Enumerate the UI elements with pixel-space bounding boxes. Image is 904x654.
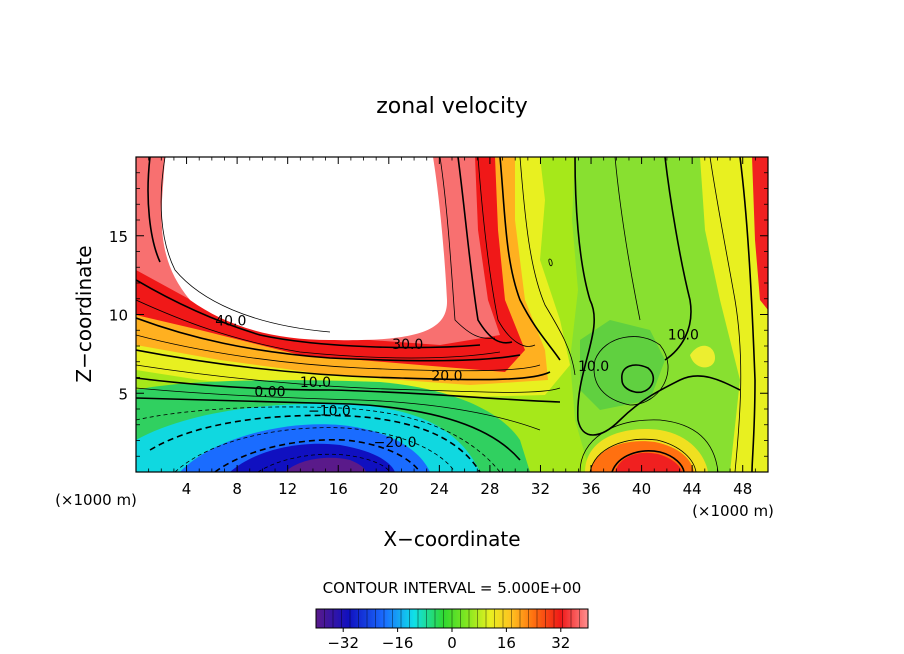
contour-35 <box>136 299 501 359</box>
contour-label-7: 10.0 <box>578 359 609 375</box>
y-axis: 5 10 15 <box>109 172 768 457</box>
contour-interval-text: CONTOUR INTERVAL = 5.000E+00 <box>323 579 582 597</box>
colorbar: −32 −16 0 16 32 <box>315 608 589 652</box>
x-axis: 4 8 12 16 20 24 28 32 36 40 44 48 <box>148 157 756 498</box>
x-tick-label-10: 44 <box>683 480 702 498</box>
field-yellow-pocket <box>690 345 715 368</box>
field-red-blob <box>615 452 682 472</box>
x-tick-label-4: 20 <box>379 480 398 498</box>
colorbar-tick-label-2: 0 <box>447 634 457 652</box>
x-tick-label-2: 12 <box>278 480 297 498</box>
chart-title: zonal velocity <box>376 94 528 119</box>
contour-label-8: 10.0 <box>668 328 699 344</box>
x-tick-label-5: 24 <box>430 480 449 498</box>
contour-small-loop <box>548 258 553 267</box>
contour-field: 40.0 30.0 20.0 10.0 0.00 −10.0 −20.0 10.0 10.0 <box>136 157 768 472</box>
field-green-lobe <box>580 320 665 410</box>
x-tick-label-8: 36 <box>581 480 600 498</box>
contour-10-right-b <box>664 157 692 361</box>
x-tick-label-11: 48 <box>733 480 752 498</box>
contour-jet-right-2 <box>457 157 513 344</box>
contour-label-5: −10.0 <box>308 403 351 419</box>
field-missing-region <box>161 157 448 341</box>
contour-jet-right-1 <box>439 157 496 339</box>
contour-jet-right-5 <box>519 157 576 376</box>
contour-20 <box>136 349 551 381</box>
contour-m20 <box>214 438 421 472</box>
contour-15 <box>136 364 561 393</box>
contour-15-right <box>709 157 742 472</box>
contour-blob-2 <box>611 450 685 472</box>
field-yellow-right <box>700 157 768 472</box>
contour-blob-1 <box>589 438 697 472</box>
y-tick-label-0: 5 <box>118 385 128 403</box>
field-red-right <box>752 157 768 310</box>
contour-jet-right-4 <box>499 157 561 361</box>
x-tick-label-0: 4 <box>182 480 192 498</box>
contour-25 <box>136 334 541 372</box>
contour-10-right-a <box>574 157 741 436</box>
contour-05-right <box>614 157 641 321</box>
contour-label-6: −20.0 <box>374 435 417 451</box>
contour-label-1: 30.0 <box>392 337 423 353</box>
contour-m05 <box>136 406 501 472</box>
x-axis-label: X−coordinate <box>383 527 520 551</box>
y-tick-label-1: 10 <box>109 307 128 325</box>
y-tick-label-2: 15 <box>109 228 128 246</box>
y-axis-label: Z−coordinate <box>72 245 96 382</box>
x-tick-label-3: 16 <box>329 480 348 498</box>
contour-top-edge-2 <box>147 157 161 263</box>
colorbar-tick-label-0: −32 <box>327 634 359 652</box>
contour-lobe-inner <box>621 364 654 394</box>
contour-label-3: 10.0 <box>300 375 331 391</box>
contour-labels: 40.0 30.0 20.0 10.0 0.00 −10.0 −20.0 10.0 10.0 <box>215 314 699 451</box>
colorbar-tick-label-3: 16 <box>497 634 516 652</box>
colorbar-ticks: −32 −16 0 16 32 <box>324 609 580 652</box>
x-tick-label-9: 40 <box>632 480 651 498</box>
contour-10 <box>136 377 561 403</box>
contour-top-edge-1 <box>160 157 331 333</box>
x-tick-label-6: 28 <box>480 480 499 498</box>
x-unit-right: (×1000 m) <box>692 502 774 520</box>
colorbar-tick-label-4: 32 <box>551 634 570 652</box>
field-purple-low <box>285 457 366 472</box>
contour-label-2: 20.0 <box>431 369 462 385</box>
contour-m25 <box>257 453 391 472</box>
contour-m10 <box>149 414 481 472</box>
contour-lobe-outer <box>593 336 669 406</box>
contour-m15 <box>174 427 456 472</box>
contour-lines <box>136 157 756 472</box>
contour-30 <box>136 317 521 362</box>
contour-jet-right-3 <box>477 157 536 347</box>
contour-label-0: 40.0 <box>215 314 246 330</box>
x-tick-label-1: 8 <box>232 480 242 498</box>
contour-05 <box>136 387 541 431</box>
contour-20-right <box>739 157 756 472</box>
contour-00 <box>136 397 521 461</box>
colorbar-tick-label-1: −16 <box>382 634 414 652</box>
contour-blob-3 <box>579 419 719 472</box>
contour-label-4: 0.00 <box>254 384 285 400</box>
x-tick-label-7: 32 <box>531 480 550 498</box>
x-unit-left: (×1000 m) <box>55 491 137 509</box>
contour-40 <box>136 279 481 349</box>
